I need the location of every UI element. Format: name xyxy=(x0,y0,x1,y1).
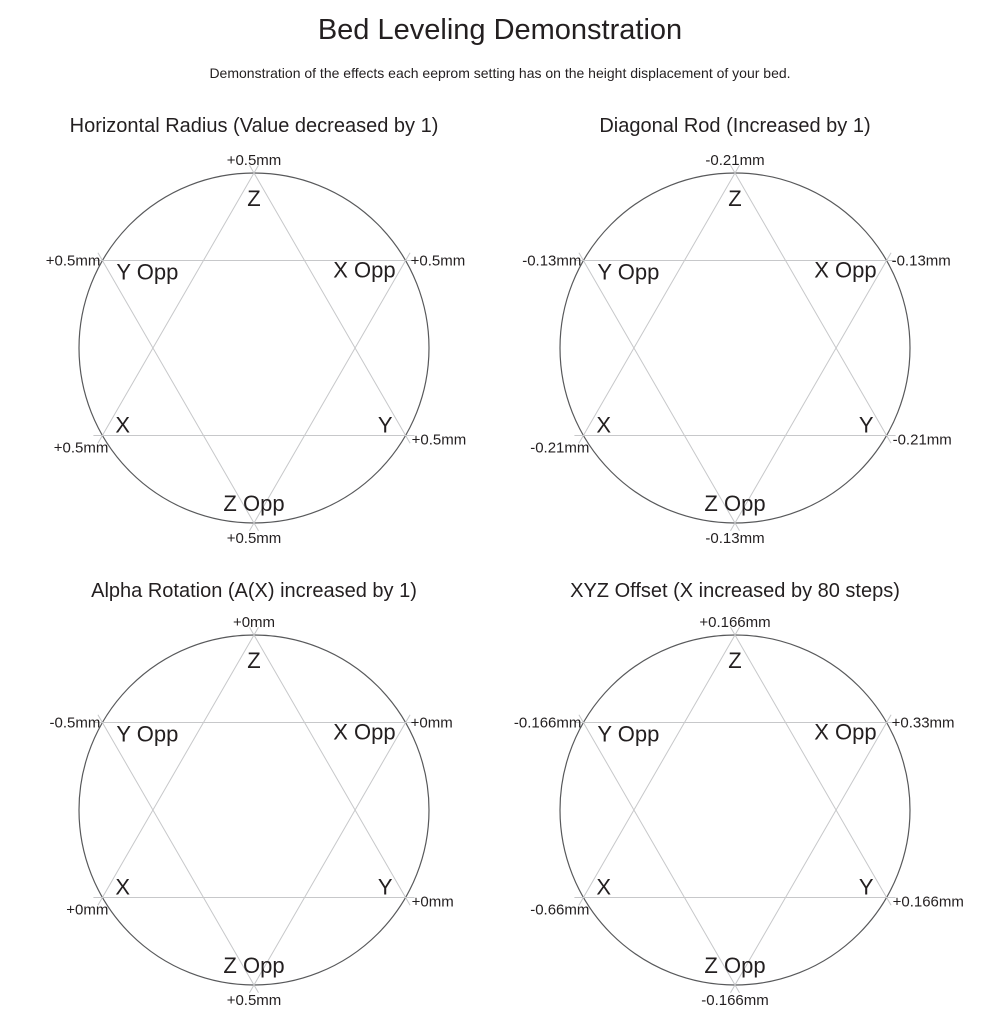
value-label-upper-left: -0.166mm xyxy=(514,715,582,732)
star-line xyxy=(730,626,892,906)
value-label-upper-right: +0mm xyxy=(411,715,453,732)
star-line xyxy=(578,626,740,906)
star-line xyxy=(249,252,411,532)
panel-title-alpha-rotation: Alpha Rotation (A(X) increased by 1) xyxy=(91,580,417,602)
tower-label-bottom: Z Opp xyxy=(223,953,284,978)
bed-circle-outline xyxy=(78,172,430,524)
diagram-panel-xyz-offset: XYZ Offset (X increased by 80 steps) +0.1… xyxy=(514,580,964,1009)
value-label-upper-right: -0.13mm xyxy=(892,253,951,270)
tower-label-lower-right: Y xyxy=(378,875,393,900)
value-label-bottom: +0.5mm xyxy=(227,992,282,1009)
bed-circle-outline xyxy=(559,172,911,524)
value-label-top: +0mm xyxy=(233,614,275,631)
tower-label-upper-right: X Opp xyxy=(333,258,395,283)
value-label-upper-left: -0.5mm xyxy=(50,715,101,732)
star-line xyxy=(578,714,740,994)
star-line xyxy=(97,164,259,444)
page-title: Bed Leveling Demonstration xyxy=(317,14,683,46)
tower-label-upper-right: X Opp xyxy=(814,258,876,283)
value-label-lower-left: -0.21mm xyxy=(530,440,589,457)
tower-label-lower-left: X xyxy=(115,875,130,900)
bed-circle-outline xyxy=(78,634,430,986)
value-label-bottom: -0.166mm xyxy=(701,992,769,1009)
tower-label-top: Z xyxy=(728,186,741,211)
value-label-upper-right: +0.33mm xyxy=(892,715,955,732)
tower-label-top: Z xyxy=(247,186,260,211)
tower-label-top: Z xyxy=(728,648,741,673)
tower-label-bottom: Z Opp xyxy=(704,491,765,516)
value-label-upper-left: +0.5mm xyxy=(46,253,101,270)
tower-label-lower-left: X xyxy=(596,875,611,900)
diagram-panel-horizontal-radius: Horizontal Radius (Value decreased by 1)… xyxy=(46,115,467,547)
tower-label-lower-right: Y xyxy=(378,413,393,438)
tower-label-upper-left: Y Opp xyxy=(597,260,659,285)
value-label-lower-right: -0.21mm xyxy=(893,432,952,449)
value-label-upper-right: +0.5mm xyxy=(411,253,466,270)
tower-label-bottom: Z Opp xyxy=(223,491,284,516)
value-label-lower-right: +0.166mm xyxy=(893,894,964,911)
star-line xyxy=(249,714,411,994)
tower-label-upper-right: X Opp xyxy=(814,720,876,745)
star-line xyxy=(249,164,411,444)
star-line xyxy=(730,164,892,444)
star-line xyxy=(730,714,892,994)
tower-label-bottom: Z Opp xyxy=(704,953,765,978)
page-subtitle: Demonstration of the effects each eeprom… xyxy=(209,65,791,81)
tower-label-lower-left: X xyxy=(115,413,130,438)
value-label-bottom: +0.5mm xyxy=(227,530,282,547)
value-label-lower-right: +0.5mm xyxy=(412,432,467,449)
value-label-lower-right: +0mm xyxy=(412,894,454,911)
diagram-panel-alpha-rotation: Alpha Rotation (A(X) increased by 1) +0mm… xyxy=(50,580,454,1009)
star-line xyxy=(578,164,740,444)
tower-label-upper-right: X Opp xyxy=(333,720,395,745)
star-line xyxy=(97,626,259,906)
value-label-lower-left: -0.66mm xyxy=(530,902,589,919)
value-label-top: -0.21mm xyxy=(705,152,764,169)
panel-title-horizontal-radius: Horizontal Radius (Value decreased by 1) xyxy=(70,115,439,137)
value-label-bottom: -0.13mm xyxy=(705,530,764,547)
tower-label-upper-left: Y Opp xyxy=(597,722,659,747)
panel-title-diagonal-rod: Diagonal Rod (Increased by 1) xyxy=(599,115,870,137)
value-label-top: +0.166mm xyxy=(699,614,770,631)
star-line xyxy=(249,626,411,906)
star-line xyxy=(730,252,892,532)
star-line xyxy=(97,714,259,994)
tower-label-lower-right: Y xyxy=(859,875,874,900)
value-label-top: +0.5mm xyxy=(227,152,282,169)
value-label-lower-left: +0.5mm xyxy=(54,440,109,457)
diagram-panel-diagonal-rod: Diagonal Rod (Increased by 1) -0.21mm Z -0.… xyxy=(522,115,952,547)
tower-label-upper-left: Y Opp xyxy=(116,260,178,285)
bed-circle-outline xyxy=(559,634,911,986)
panel-title-xyz-offset: XYZ Offset (X increased by 80 steps) xyxy=(570,580,900,602)
value-label-upper-left: -0.13mm xyxy=(522,253,581,270)
star-line xyxy=(97,252,259,532)
tower-label-lower-left: X xyxy=(596,413,611,438)
tower-label-top: Z xyxy=(247,648,260,673)
tower-label-upper-left: Y Opp xyxy=(116,722,178,747)
star-line xyxy=(578,252,740,532)
value-label-lower-left: +0mm xyxy=(66,902,108,919)
tower-label-lower-right: Y xyxy=(859,413,874,438)
